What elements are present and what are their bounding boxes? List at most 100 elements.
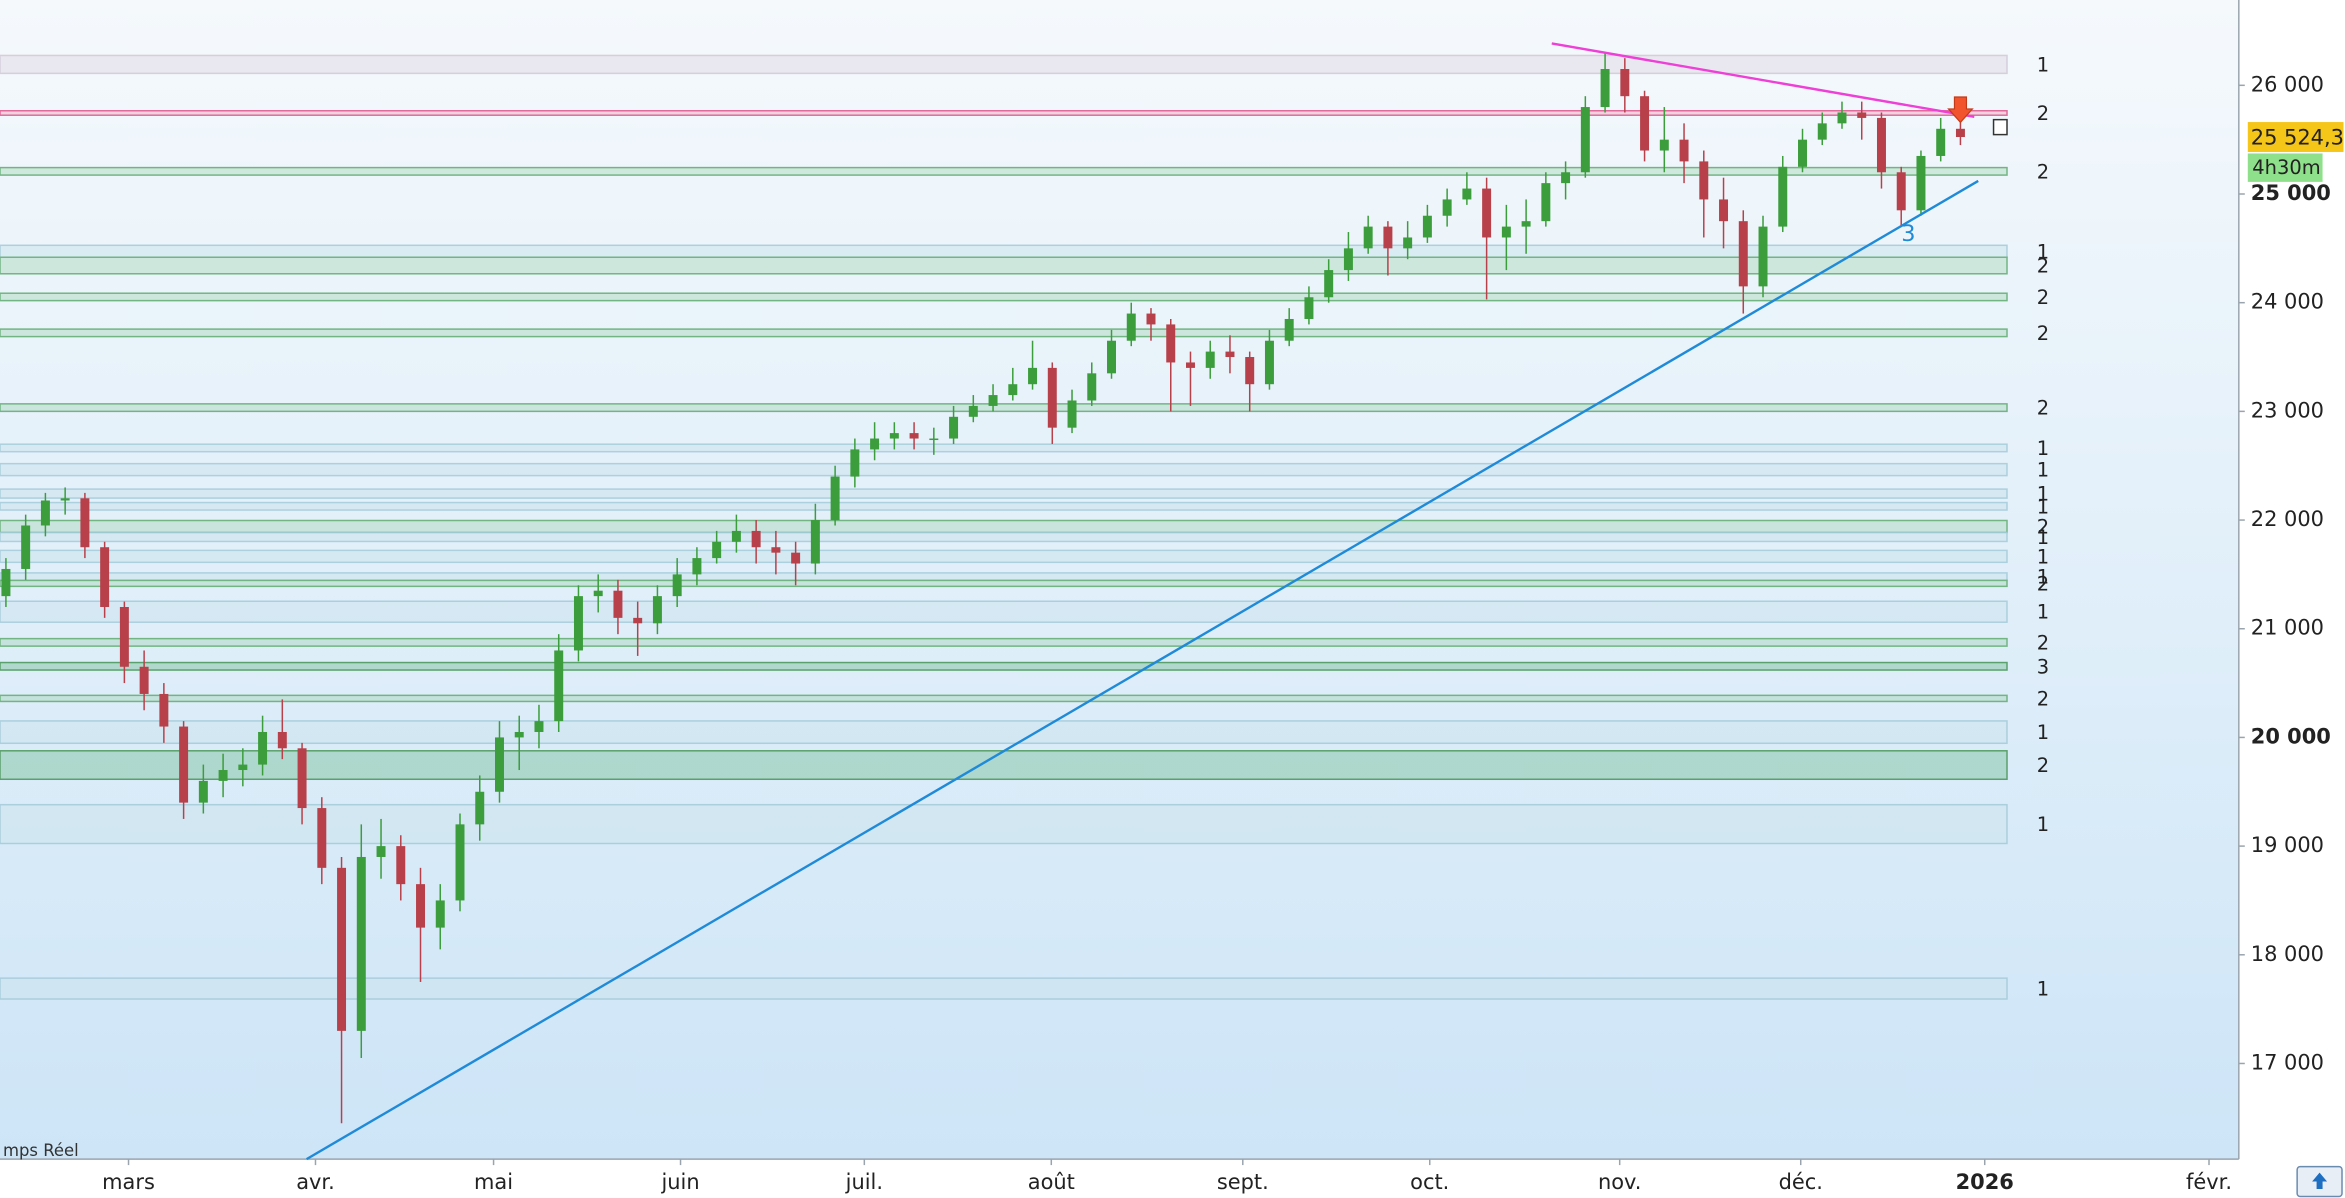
candle-body — [218, 770, 228, 781]
zone-count: 2 — [2037, 322, 2049, 345]
candle-body — [1561, 172, 1571, 184]
zone — [0, 661, 2008, 671]
zone-count: 1 — [2037, 566, 2049, 589]
candle-body — [119, 606, 129, 667]
candle-body — [1383, 226, 1393, 249]
zone-count: 1 — [2037, 437, 2049, 460]
zone — [0, 579, 2008, 588]
x-tick-label: mars — [102, 1170, 155, 1194]
zone — [0, 600, 2008, 623]
candle-body — [731, 530, 741, 542]
candle-body — [277, 731, 287, 749]
marker-square — [1992, 118, 2008, 136]
zone-count: 1 — [2037, 721, 2049, 744]
x-tick-label: nov. — [1598, 1170, 1641, 1194]
zone-count: 1 — [2037, 459, 2049, 482]
y-tick-label: 17 000 — [2251, 1050, 2324, 1074]
trendline — [1551, 42, 1975, 119]
zone-count: 2 — [2037, 687, 2049, 710]
candle-body — [613, 590, 623, 618]
y-tick-label: 20 000 — [2251, 724, 2331, 748]
candle-body — [1324, 270, 1334, 298]
axes: 17 000 18 000 19 000 20 000 21 000 22 000 23 0… — [102, 72, 2344, 1194]
candle-body — [1126, 313, 1136, 341]
candle-body — [1225, 351, 1235, 358]
candle-body — [1304, 297, 1314, 319]
zone-count: 1 — [2037, 978, 2049, 1001]
x-axis-panel — [0, 1159, 2239, 1198]
candle-body — [751, 530, 761, 548]
y-tick-label: 21 000 — [2251, 616, 2324, 640]
candle-body — [396, 846, 406, 885]
candle-body — [1205, 351, 1215, 368]
trendlines: 3 — [305, 42, 1979, 1161]
zone — [0, 531, 2008, 543]
zone — [0, 637, 2008, 647]
candle-body — [297, 748, 307, 809]
zone-count: 1 — [2037, 813, 2049, 836]
candle-body — [159, 693, 169, 727]
x-tick-label: déc. — [1779, 1170, 1823, 1194]
candle-body — [258, 731, 268, 765]
candle-body — [1640, 96, 1650, 151]
zone-count: 1 — [2037, 526, 2049, 549]
candle-body — [830, 476, 840, 521]
y-tick-label: 24 000 — [2251, 290, 2324, 314]
candle-body — [1699, 161, 1709, 200]
x-tick-label: avr. — [296, 1170, 335, 1194]
candle-body — [1087, 373, 1097, 401]
zone — [0, 462, 2008, 477]
candle-body — [652, 596, 662, 624]
y-tick-label: 19 000 — [2251, 833, 2324, 857]
candle-body — [1896, 172, 1906, 211]
candle-body — [1482, 188, 1492, 238]
candle-body — [238, 764, 248, 771]
candle-body — [554, 650, 564, 722]
candle-body — [929, 438, 939, 441]
candle-body — [435, 900, 445, 928]
x-tick-label: août — [1028, 1170, 1075, 1194]
zone — [0, 54, 2008, 75]
candle-body — [198, 780, 208, 803]
zone-count: 2 — [2037, 572, 2049, 595]
zone-count: 1 — [2037, 545, 2049, 568]
candle-body — [1541, 183, 1551, 222]
candle-body — [1719, 199, 1729, 222]
y-tick-label: 18 000 — [2251, 942, 2324, 966]
candle-body — [1047, 367, 1057, 428]
x-tick-label: juin — [660, 1170, 699, 1194]
candle-body — [1738, 221, 1748, 287]
trendline — [305, 179, 1979, 1161]
candle-body — [672, 574, 682, 597]
zone — [0, 572, 2008, 582]
candle-body — [534, 721, 544, 732]
zone-count: 2 — [2037, 631, 2049, 654]
zone — [0, 519, 2008, 534]
zone — [0, 443, 2008, 453]
x-tick-label: sept. — [1217, 1170, 1269, 1194]
zone-count: 1 — [2037, 240, 2049, 263]
zone-count: 1 — [2037, 483, 2049, 506]
candle-body — [692, 558, 702, 575]
candle-body — [100, 547, 110, 607]
candle-body — [1521, 221, 1531, 227]
candle-body — [968, 405, 978, 417]
candle-body — [1442, 199, 1452, 216]
signal-arrow — [1947, 96, 1974, 124]
zone — [0, 720, 2008, 745]
y-axis-panel — [2238, 0, 2345, 1198]
zone — [0, 501, 2008, 511]
zone-count: 1 — [2037, 53, 2049, 76]
x-tick-label: oct. — [1410, 1170, 1449, 1194]
candle-body — [573, 596, 583, 651]
candle-body — [356, 856, 366, 1031]
zone — [0, 694, 2008, 703]
y-tick-label: 26 000 — [2251, 72, 2324, 96]
last-price-box — [2247, 122, 2344, 152]
candle-body — [1600, 69, 1610, 108]
zone-count: 2 — [2037, 286, 2049, 309]
candle-body — [791, 552, 801, 564]
candle-body — [455, 824, 465, 901]
last-price-label: 25 524,3 — [2251, 126, 2344, 150]
